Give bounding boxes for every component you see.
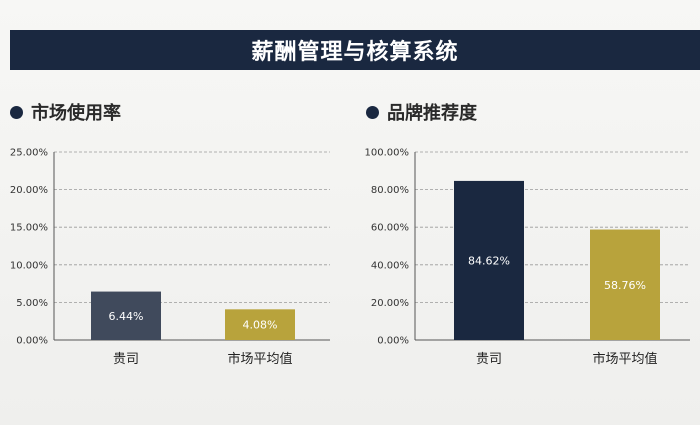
category-label: 市场平均值 [227, 351, 292, 367]
section-header-market-usage: 市场使用率 [10, 99, 121, 125]
data-label: 58.76% [604, 279, 646, 292]
data-label: 4.08% [243, 319, 278, 332]
category-label: 贵司 [113, 352, 139, 367]
bullet-dot-icon [366, 105, 379, 119]
bar-chart-market-usage: 0.00% 5.00% 10.00% 15.00% 20.00% 25.00% 6.44% 贵… [10, 148, 330, 367]
y-tick-label: 0.00% [16, 336, 48, 347]
y-tick-label: 10.00% [10, 260, 48, 271]
y-tick-label: 25.00% [10, 148, 48, 159]
y-tick-label: 40.00% [371, 260, 409, 271]
y-tick-label: 20.00% [371, 298, 409, 309]
bar-company [91, 291, 161, 340]
y-tick-label: 15.00% [10, 223, 48, 234]
y-tick-label: 5.00% [16, 298, 48, 309]
y-tick-label: 60.00% [371, 223, 409, 234]
y-tick-label: 100.00% [365, 148, 410, 159]
page-title-banner: 薪酬管理与核算系统 [10, 30, 700, 70]
page-title: 薪酬管理与核算系统 [251, 40, 459, 65]
section-header-brand-recommendation: 品牌推荐度 [366, 99, 477, 125]
category-label: 贵司 [476, 352, 502, 367]
y-tick-label: 0.00% [377, 336, 409, 347]
data-label: 84.62% [468, 254, 510, 267]
chart-title-market-usage: 市场使用率 [31, 103, 121, 124]
category-label: 市场平均值 [592, 351, 657, 367]
bar-market-average [225, 309, 295, 340]
y-tick-label: 80.00% [371, 185, 409, 196]
bar-chart-brand-recommendation: 0.00% 20.00% 40.00% 60.00% 80.00% 100.00% 84.6… [365, 148, 690, 367]
chart-title-brand-recommendation: 品牌推荐度 [387, 103, 477, 124]
bullet-dot-icon [10, 105, 23, 119]
y-tick-label: 20.00% [10, 185, 48, 196]
bar-company [454, 180, 524, 340]
data-label: 6.44% [109, 310, 144, 323]
bar-market-average [590, 229, 660, 340]
